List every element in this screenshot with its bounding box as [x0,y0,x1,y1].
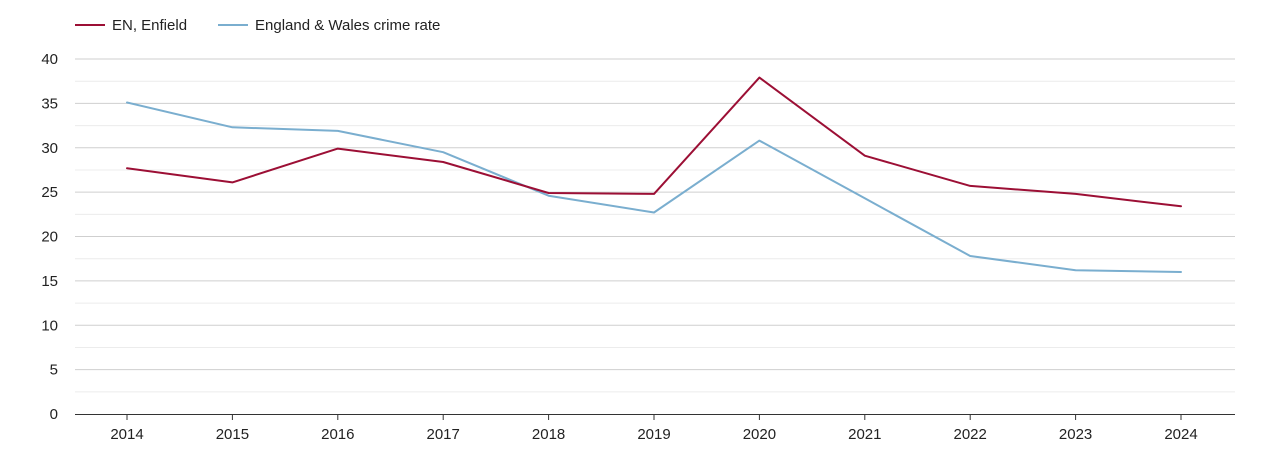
legend-item-1[interactable]: EN, Enfield [75,17,187,34]
series-lines [126,76,1182,273]
series-line-2 [126,101,1182,273]
legend-label: EN, Enfield [112,17,187,34]
x-tick-label: 2021 [848,426,881,443]
x-tick-label: 2020 [743,426,776,443]
x-tick-label: 2017 [427,426,460,443]
series-line-1 [126,76,1182,208]
y-tick-label: 25 [41,184,58,201]
y-tick-label: 30 [41,140,58,157]
y-tick-label: 20 [41,229,58,246]
y-tick-label: 5 [50,362,58,379]
y-tick-label: 35 [41,95,58,112]
legend: EN, Enfield England & Wales crime rate [75,17,440,34]
x-tick-label: 2023 [1059,426,1092,443]
y-tick-label: 40 [41,51,58,68]
gridlines [75,58,1235,393]
y-tick-label: 15 [41,273,58,290]
x-tick-label: 2022 [954,426,987,443]
x-tick-label: 2014 [110,426,143,443]
legend-label: England & Wales crime rate [255,17,440,34]
x-tick-label: 2016 [321,426,354,443]
axes: 0 5 10 15 20 25 30 35 40 2014 2015 2016 2017 2018 2019… [41,51,1235,443]
x-tick-label: 2018 [532,426,565,443]
x-tick-label: 2019 [637,426,670,443]
y-tick-label: 0 [50,406,58,423]
x-tick-label: 2024 [1164,426,1197,443]
x-tick-label: 2015 [216,426,249,443]
legend-item-2[interactable]: England & Wales crime rate [218,17,440,34]
y-tick-label: 10 [41,317,58,334]
